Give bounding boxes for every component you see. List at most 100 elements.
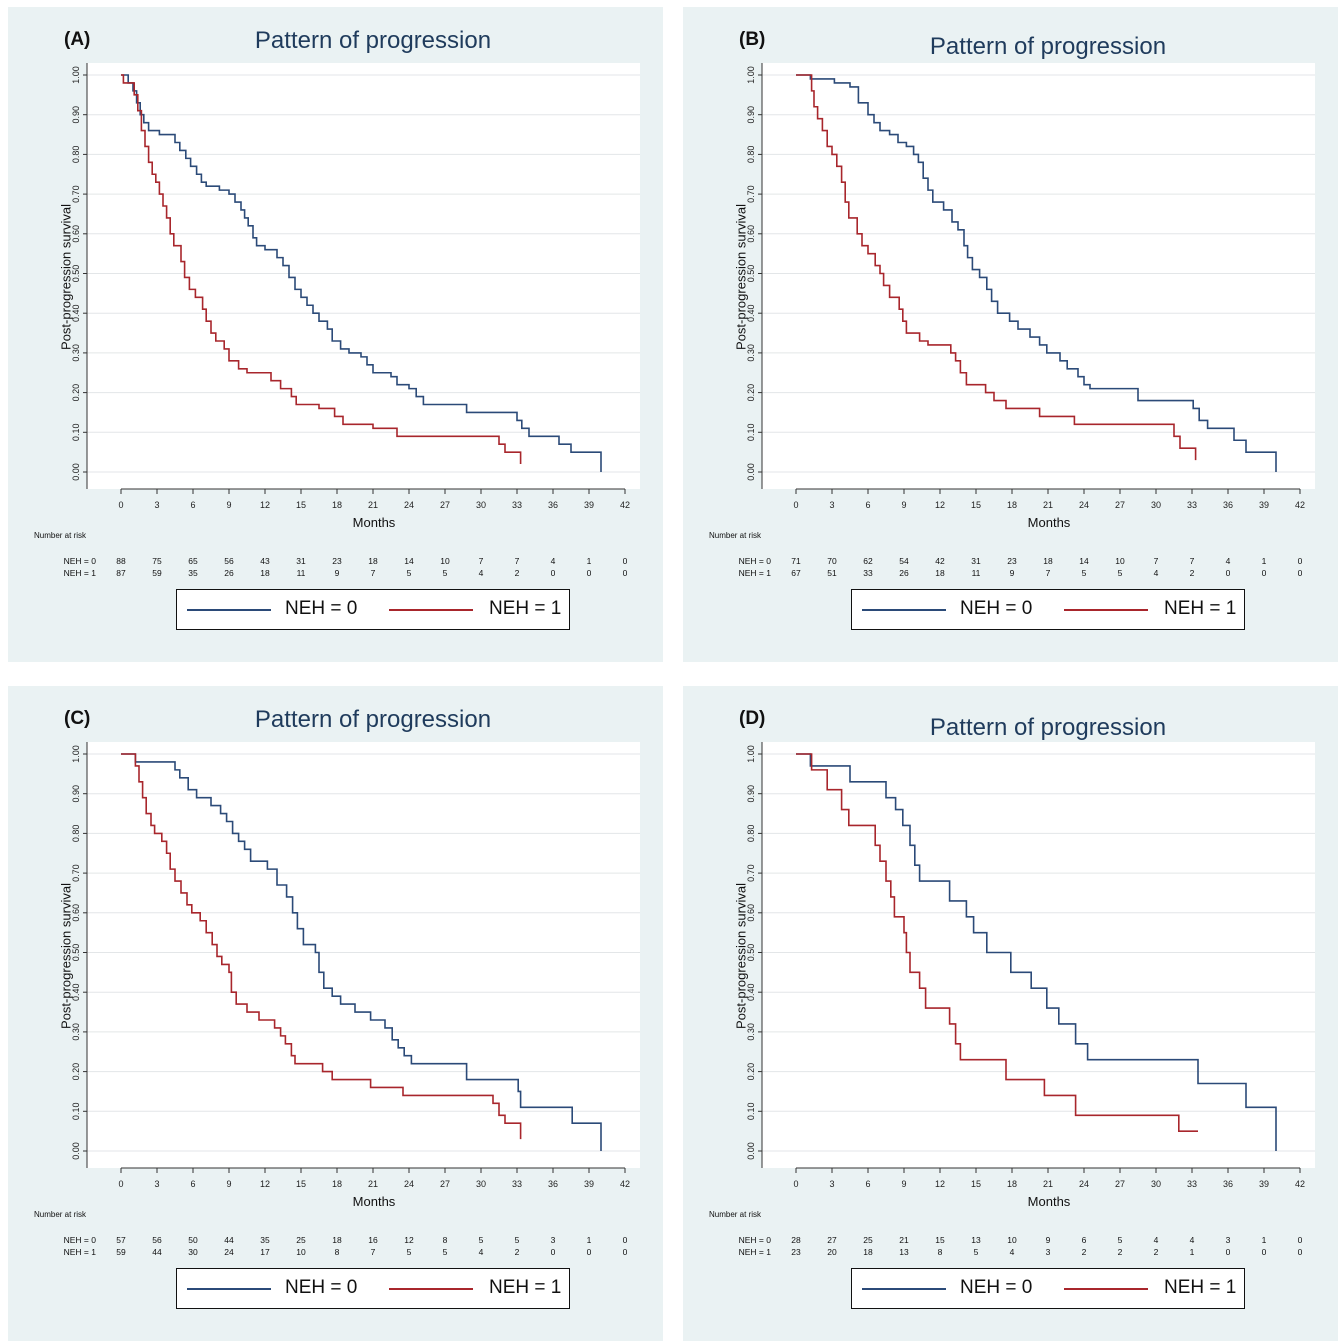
- risk-cell: 51: [827, 568, 837, 578]
- y-tick-label: 0.40: [746, 304, 756, 322]
- risk-cell: 2: [1190, 568, 1195, 578]
- number-at-risk-title: Number at risk: [709, 531, 762, 540]
- x-tick-label: 12: [260, 500, 270, 510]
- x-tick-label: 18: [332, 500, 342, 510]
- x-tick-label: 27: [1115, 1179, 1125, 1189]
- risk-cell: 59: [152, 568, 162, 578]
- x-tick-label: 9: [226, 1179, 231, 1189]
- x-tick-label: 30: [476, 1179, 486, 1189]
- risk-cell: 8: [443, 1235, 448, 1245]
- risk-cell: 26: [224, 568, 234, 578]
- risk-row-label: NEH = 1: [64, 1247, 97, 1257]
- risk-cell: 31: [971, 556, 981, 566]
- x-tick-label: 12: [935, 500, 945, 510]
- x-tick-label: 36: [548, 1179, 558, 1189]
- risk-cell: 35: [260, 1235, 270, 1245]
- x-tick-label: 3: [829, 500, 834, 510]
- risk-cell: 0: [551, 1247, 556, 1257]
- x-tick-label: 36: [548, 500, 558, 510]
- risk-cell: 25: [863, 1235, 873, 1245]
- x-tick-label: 27: [440, 1179, 450, 1189]
- y-tick-label: 0.40: [71, 304, 81, 322]
- plot-area: [87, 742, 640, 1168]
- y-tick-label: 0.30: [71, 1023, 81, 1041]
- x-tick-label: 36: [1223, 1179, 1233, 1189]
- risk-row-label: NEH = 1: [739, 1247, 772, 1257]
- risk-cell: 18: [1043, 556, 1053, 566]
- y-tick-label: 1.00: [746, 745, 756, 763]
- x-tick-label: 18: [1007, 1179, 1017, 1189]
- risk-row-label: NEH = 0: [739, 1235, 772, 1245]
- x-tick-label: 39: [584, 500, 594, 510]
- legend-label-neh0: NEH = 0: [285, 1277, 358, 1298]
- legend-line-neh0: [187, 1288, 271, 1290]
- risk-cell: 18: [935, 568, 945, 578]
- y-tick-label: 0.90: [746, 785, 756, 803]
- risk-cell: 8: [938, 1247, 943, 1257]
- y-tick-label: 0.20: [746, 1063, 756, 1081]
- x-tick-label: 9: [901, 500, 906, 510]
- y-tick-label: 0.50: [746, 265, 756, 283]
- y-tick-label: 1.00: [71, 745, 81, 763]
- risk-cell: 50: [188, 1235, 198, 1245]
- risk-cell: 9: [335, 568, 340, 578]
- y-tick-label: 0.60: [746, 225, 756, 243]
- x-tick-label: 42: [620, 1179, 630, 1189]
- x-tick-label: 18: [332, 1179, 342, 1189]
- x-tick-label: 21: [1043, 1179, 1053, 1189]
- x-tick-label: 12: [260, 1179, 270, 1189]
- x-tick-label: 12: [935, 1179, 945, 1189]
- y-tick-label: 0.50: [71, 265, 81, 283]
- y-tick-label: 0.60: [71, 225, 81, 243]
- legend-label-neh0: NEH = 0: [960, 1277, 1033, 1298]
- y-tick-label: 0.10: [71, 424, 81, 442]
- risk-cell: 3: [551, 1235, 556, 1245]
- risk-cell: 1: [1190, 1247, 1195, 1257]
- risk-cell: 11: [297, 568, 306, 578]
- legend: NEH = 0 NEH = 1: [176, 589, 570, 630]
- number-at-risk-title: Number at risk: [709, 1210, 762, 1219]
- risk-cell: 65: [188, 556, 198, 566]
- risk-cell: 3: [1226, 1235, 1231, 1245]
- risk-cell: 0: [1262, 1247, 1267, 1257]
- legend-line-neh0: [862, 609, 946, 611]
- legend-label-neh1: NEH = 1: [489, 598, 562, 619]
- y-tick-label: 0.50: [71, 944, 81, 962]
- legend-line-neh0: [862, 1288, 946, 1290]
- x-tick-label: 42: [1295, 1179, 1305, 1189]
- y-tick-label: 0.30: [746, 344, 756, 362]
- risk-cell: 56: [224, 556, 234, 566]
- series-line-neh1: [121, 74, 522, 465]
- risk-cell: 4: [1226, 556, 1231, 566]
- risk-cell: 0: [1298, 1247, 1303, 1257]
- x-tick-label: 3: [154, 500, 159, 510]
- x-tick-label: 15: [296, 1179, 306, 1189]
- km-plot: 0.00 0.10 0.20 0.30 0.40 0.50 0.60 0.70 0.80 0.90…: [64, 742, 640, 1257]
- risk-cell: 57: [116, 1235, 126, 1245]
- risk-cell: 2: [1118, 1247, 1123, 1257]
- plot-area: [762, 742, 1315, 1168]
- y-tick-label: 0.90: [71, 785, 81, 803]
- x-tick-label: 30: [1151, 500, 1161, 510]
- risk-cell: 87: [116, 568, 126, 578]
- risk-row-label: NEH = 1: [739, 568, 772, 578]
- risk-cell: 18: [863, 1247, 873, 1257]
- y-axis-label: Post-progression survival: [733, 883, 749, 1029]
- x-tick-label: 33: [512, 500, 522, 510]
- risk-cell: 43: [260, 556, 270, 566]
- km-plot: 0.00 0.10 0.20 0.30 0.40 0.50 0.60 0.70 0.80 0.90…: [64, 63, 640, 578]
- x-tick-label: 42: [1295, 500, 1305, 510]
- risk-cell: 33: [863, 568, 873, 578]
- series-line-neh1: [796, 74, 1197, 461]
- risk-cell: 7: [1154, 556, 1159, 566]
- risk-cell: 2: [515, 1247, 520, 1257]
- x-axis-label: Months: [1027, 1194, 1071, 1209]
- x-tick-label: 33: [1187, 1179, 1197, 1189]
- risk-cell: 14: [1079, 556, 1089, 566]
- x-tick-label: 21: [368, 500, 378, 510]
- risk-cell: 0: [1298, 568, 1303, 578]
- legend-label-neh0: NEH = 0: [285, 598, 358, 619]
- x-tick-label: 15: [971, 1179, 981, 1189]
- risk-cell: 0: [1226, 568, 1231, 578]
- risk-cell: 62: [863, 556, 873, 566]
